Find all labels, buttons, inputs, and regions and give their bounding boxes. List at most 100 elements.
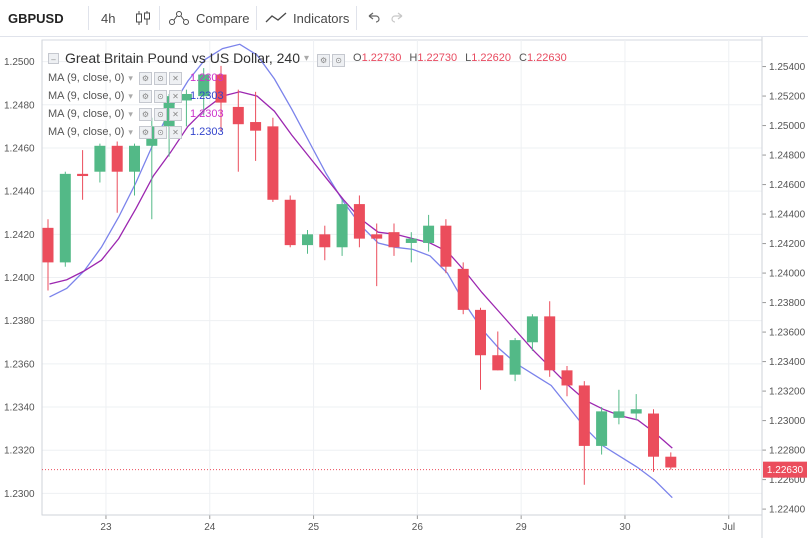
study-legend-row[interactable]: MA (9, close, 0) ▾ ⚙ ⊙ ✕ 1.2303 bbox=[48, 88, 224, 104]
candle-up[interactable] bbox=[405, 238, 417, 243]
study-legend-row[interactable]: MA (9, close, 0) ▾ ⚙ ⊙ ✕ 1.2303 bbox=[48, 70, 224, 86]
indicators-button[interactable]: Indicators bbox=[265, 0, 349, 36]
candle-up[interactable] bbox=[630, 409, 642, 414]
ohlc-high-label: H bbox=[409, 52, 418, 64]
ohlc-low: 1.22620 bbox=[471, 52, 511, 64]
candle-up[interactable] bbox=[596, 411, 608, 446]
right-axis-tick-label: 1.24200 bbox=[769, 239, 806, 250]
undo-icon bbox=[368, 12, 380, 23]
redo-icon bbox=[391, 12, 403, 23]
candle-up[interactable] bbox=[526, 316, 538, 343]
right-axis-tick-label: 1.25200 bbox=[769, 92, 806, 103]
chevron-down-icon[interactable]: ▾ bbox=[128, 126, 133, 137]
candle-down[interactable] bbox=[457, 268, 469, 310]
study-label: MA (9, close, 0) bbox=[48, 126, 125, 138]
close-icon[interactable]: ✕ bbox=[168, 71, 182, 85]
ohlc-open: 1.22730 bbox=[361, 52, 402, 64]
candle-down[interactable] bbox=[232, 106, 244, 125]
right-axis-tick-label: 1.24000 bbox=[769, 269, 806, 280]
compare-label: Compare bbox=[196, 10, 250, 26]
right-axis-tick-label: 1.23800 bbox=[769, 298, 806, 309]
candle-up[interactable] bbox=[336, 204, 348, 248]
undo-button[interactable] bbox=[365, 0, 381, 36]
chevron-down-icon[interactable]: ▾ bbox=[128, 108, 133, 119]
right-axis-tick-label: 1.25400 bbox=[769, 62, 806, 73]
study-legend-row[interactable]: MA (9, close, 0) ▾ ⚙ ⊙ ✕ 1.2303 bbox=[48, 124, 224, 140]
settings-icon[interactable]: ⚙ bbox=[138, 71, 152, 85]
visibility-icon[interactable]: ⊙ bbox=[153, 89, 167, 103]
series-legend: – Great Britain Pound vs US Dollar, 240 … bbox=[48, 48, 567, 68]
candle-down[interactable] bbox=[42, 227, 54, 263]
left-axis-tick-label: 1.2460 bbox=[4, 143, 35, 154]
candle-down[interactable] bbox=[111, 145, 123, 172]
candle-up[interactable] bbox=[180, 93, 192, 101]
candle-down[interactable] bbox=[561, 370, 573, 386]
candle-up[interactable] bbox=[198, 74, 210, 97]
visibility-icon[interactable]: ⊙ bbox=[153, 107, 167, 121]
study-legend-row[interactable]: MA (9, close, 0) ▾ ⚙ ⊙ ✕ 1.2303 bbox=[48, 106, 224, 122]
close-icon[interactable]: ✕ bbox=[168, 125, 182, 139]
candle-down[interactable] bbox=[77, 173, 89, 177]
close-icon[interactable]: ✕ bbox=[168, 89, 182, 103]
left-axis-tick-label: 1.2300 bbox=[4, 489, 35, 500]
candle-down[interactable] bbox=[440, 225, 452, 267]
candle-down[interactable] bbox=[578, 385, 590, 446]
settings-icon[interactable]: ⚙ bbox=[138, 125, 152, 139]
x-axis-tick-label: 30 bbox=[619, 522, 631, 533]
candle-up[interactable] bbox=[423, 225, 435, 243]
candle-down[interactable] bbox=[388, 232, 400, 248]
interval-button[interactable]: 4h bbox=[101, 10, 116, 26]
candle-down[interactable] bbox=[371, 234, 383, 239]
candle-up[interactable] bbox=[94, 145, 106, 172]
candle-down[interactable] bbox=[267, 126, 279, 200]
ohlc-low-label: L bbox=[465, 52, 472, 64]
chart-style-button[interactable] bbox=[134, 0, 152, 36]
study-label: MA (9, close, 0) bbox=[48, 90, 125, 102]
collapse-legend-icon[interactable]: – bbox=[48, 52, 59, 64]
study-label: MA (9, close, 0) bbox=[48, 108, 125, 120]
candle-down[interactable] bbox=[215, 74, 227, 103]
settings-icon[interactable]: ⚙ bbox=[138, 89, 152, 103]
right-axis-tick-label: 1.23200 bbox=[769, 387, 806, 398]
candlestick-icon bbox=[136, 11, 150, 25]
candle-down[interactable] bbox=[319, 234, 331, 248]
candle-down[interactable] bbox=[250, 122, 262, 131]
candle-up[interactable] bbox=[613, 411, 625, 418]
chevron-down-icon[interactable]: ▾ bbox=[128, 90, 133, 101]
left-axis-tick-label: 1.2340 bbox=[4, 403, 35, 414]
right-axis-tick-label: 1.22800 bbox=[769, 446, 806, 457]
settings-icon[interactable]: ⚙ bbox=[138, 107, 152, 121]
x-axis-tick-label: 26 bbox=[412, 522, 424, 533]
symbol-button[interactable]: GBPUSD bbox=[8, 10, 64, 26]
visibility-icon[interactable]: ⊙ bbox=[153, 125, 167, 139]
ohlc-close-label: C bbox=[518, 52, 527, 64]
redo-button[interactable] bbox=[390, 0, 406, 36]
candle-up[interactable] bbox=[302, 234, 313, 246]
x-axis-tick-label: 24 bbox=[204, 522, 216, 533]
candle-down[interactable] bbox=[475, 309, 486, 356]
indicators-icon bbox=[265, 12, 287, 23]
left-axis-tick-label: 1.2360 bbox=[4, 359, 35, 370]
candle-down[interactable] bbox=[353, 204, 365, 239]
candle-down[interactable] bbox=[665, 456, 677, 468]
series-settings-icon[interactable]: ⚙ ⊙ bbox=[317, 50, 347, 67]
compare-button[interactable]: Compare bbox=[168, 0, 249, 36]
candle-down[interactable] bbox=[284, 199, 296, 246]
right-axis-tick-label: 1.23000 bbox=[769, 416, 806, 427]
candle-up[interactable] bbox=[509, 340, 521, 375]
series-title: Great Britain Pound vs US Dollar, 240 bbox=[65, 50, 301, 66]
close-icon[interactable]: ✕ bbox=[168, 107, 182, 121]
toolbar-divider bbox=[88, 6, 89, 30]
candle-down[interactable] bbox=[544, 316, 556, 371]
visibility-icon[interactable]: ⊙ bbox=[153, 71, 167, 85]
candle-up[interactable] bbox=[129, 145, 140, 172]
compare-icon bbox=[169, 11, 189, 25]
chevron-down-icon[interactable]: ▾ bbox=[304, 52, 310, 64]
candle-up[interactable] bbox=[59, 173, 71, 263]
study-value: 1.2303 bbox=[189, 108, 224, 120]
candle-down[interactable] bbox=[492, 355, 504, 371]
chevron-down-icon[interactable]: ▾ bbox=[128, 72, 133, 83]
candle-down[interactable] bbox=[648, 413, 659, 457]
right-axis-tick-label: 1.22600 bbox=[769, 475, 806, 486]
right-axis-tick-label: 1.24400 bbox=[769, 210, 806, 221]
